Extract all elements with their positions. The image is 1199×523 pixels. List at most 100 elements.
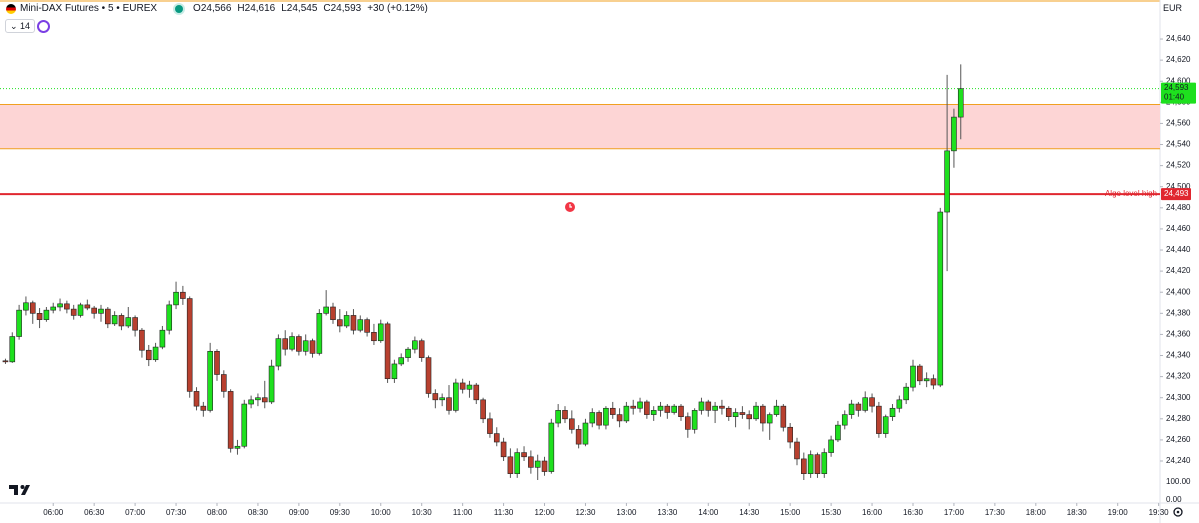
candle bbox=[350, 309, 357, 335]
candle-body bbox=[159, 329, 166, 348]
y-tick-label: 24,520 bbox=[1166, 161, 1191, 170]
candle-body bbox=[480, 399, 486, 420]
candle-body bbox=[896, 399, 903, 409]
x-tick-label: 10:00 bbox=[371, 508, 392, 517]
candle-body bbox=[227, 391, 234, 449]
candle-body bbox=[70, 308, 77, 316]
y-tick-label: 24,300 bbox=[1166, 393, 1191, 402]
candle bbox=[603, 406, 609, 430]
candle-body bbox=[712, 405, 718, 411]
candle-body bbox=[391, 363, 398, 380]
y-tick-label: 24,400 bbox=[1166, 287, 1191, 296]
candle bbox=[316, 309, 323, 356]
candle-body bbox=[84, 304, 91, 309]
candle-body bbox=[814, 454, 821, 474]
header: Mini-DAX Futures • 5 • EUREX O24,566 H24… bbox=[6, 3, 428, 14]
x-tick-label: 11:30 bbox=[494, 508, 514, 517]
x-tick-label: 12:30 bbox=[575, 508, 596, 517]
candle-body bbox=[214, 350, 220, 375]
candle-body bbox=[623, 405, 630, 422]
candle-body bbox=[773, 405, 780, 415]
candle bbox=[855, 401, 862, 417]
alert-marker[interactable] bbox=[565, 202, 575, 212]
candle bbox=[725, 406, 732, 421]
candle bbox=[835, 420, 841, 443]
candle-body bbox=[739, 412, 746, 415]
candle-body bbox=[951, 116, 957, 152]
y-tick-label: 24,260 bbox=[1166, 435, 1191, 444]
gear[interactable] bbox=[1173, 507, 1183, 517]
candle-body bbox=[766, 414, 773, 424]
candle bbox=[261, 380, 268, 409]
candle-body bbox=[603, 407, 609, 426]
candle bbox=[159, 325, 166, 350]
candle-body bbox=[923, 378, 930, 382]
gear-center bbox=[1176, 510, 1180, 514]
candle-body bbox=[77, 304, 84, 316]
x-tick-label: 08:30 bbox=[248, 508, 269, 517]
candle-body bbox=[855, 403, 862, 411]
candle bbox=[657, 401, 664, 417]
candle-body bbox=[637, 401, 643, 409]
candle bbox=[241, 399, 248, 449]
x-tick-label: 07:30 bbox=[166, 508, 187, 517]
candle-body bbox=[132, 317, 138, 331]
candle bbox=[412, 336, 418, 354]
ohlc-high: H24,616 bbox=[237, 3, 276, 14]
candle-body bbox=[64, 303, 70, 310]
candle-body bbox=[473, 384, 480, 401]
logo-shape bbox=[9, 485, 30, 495]
candle bbox=[234, 439, 241, 455]
alert-icon-hands bbox=[569, 204, 572, 208]
candle bbox=[432, 389, 439, 409]
candle bbox=[77, 302, 84, 318]
candle-body bbox=[350, 315, 357, 331]
candle-body bbox=[903, 386, 909, 401]
candle bbox=[330, 302, 336, 324]
candle-body bbox=[801, 458, 807, 474]
candle bbox=[29, 300, 36, 324]
candle bbox=[357, 315, 364, 333]
candle-body bbox=[657, 405, 664, 411]
candle-body bbox=[630, 405, 637, 409]
candle bbox=[214, 349, 220, 381]
candle bbox=[541, 456, 548, 476]
candle-body bbox=[678, 405, 684, 418]
candle-body bbox=[118, 315, 125, 327]
candle bbox=[575, 425, 582, 449]
candle bbox=[896, 395, 903, 413]
candle-body bbox=[193, 391, 200, 407]
candle-body bbox=[180, 291, 186, 299]
candle bbox=[9, 332, 16, 363]
level-tag bbox=[1161, 188, 1191, 201]
symbol-title[interactable]: Mini-DAX Futures • 5 • EUREX bbox=[20, 3, 158, 14]
candle-body bbox=[405, 348, 411, 358]
candle bbox=[848, 399, 855, 419]
candle bbox=[180, 285, 186, 305]
indicator-icon[interactable] bbox=[37, 20, 50, 33]
candle-body bbox=[330, 306, 336, 320]
settings-icon[interactable] bbox=[1173, 507, 1183, 517]
candle-body bbox=[521, 452, 527, 458]
candle bbox=[473, 382, 480, 405]
candle-body bbox=[664, 405, 671, 413]
candle-body bbox=[596, 412, 602, 426]
y-tick-label: 24,620 bbox=[1166, 55, 1191, 64]
candle-body bbox=[296, 336, 302, 352]
candle bbox=[111, 311, 118, 326]
indicator-toggle[interactable]: ⌄ 14 bbox=[5, 19, 36, 33]
y-tick-label: 24,440 bbox=[1166, 245, 1191, 254]
candle bbox=[282, 330, 289, 356]
candle-body bbox=[9, 336, 16, 363]
candle-body bbox=[275, 338, 282, 367]
candle-body bbox=[234, 445, 241, 449]
currency[interactable]: EUR bbox=[1163, 3, 1183, 13]
candle-body bbox=[36, 313, 43, 320]
volume-tick-label: 100.00 bbox=[1166, 477, 1191, 486]
candle bbox=[309, 338, 316, 358]
candle-body bbox=[139, 329, 145, 351]
candle bbox=[671, 404, 677, 415]
candle-body bbox=[111, 315, 118, 325]
candle-body bbox=[357, 319, 364, 331]
candle bbox=[500, 437, 507, 462]
